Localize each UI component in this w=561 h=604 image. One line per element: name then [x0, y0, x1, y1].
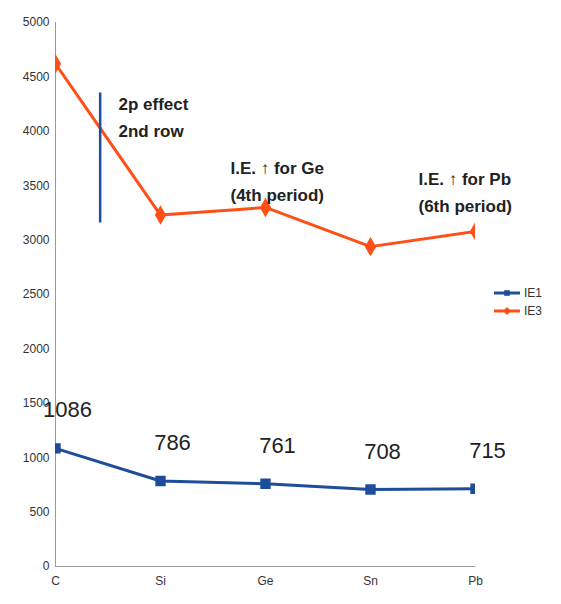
svg-text:0: 0: [43, 559, 50, 573]
svg-text:Sn: Sn: [363, 574, 378, 588]
svg-text:715: 715: [469, 438, 506, 463]
svg-text:2500: 2500: [23, 287, 50, 301]
svg-text:C: C: [51, 574, 60, 588]
svg-text:5000: 5000: [23, 15, 50, 29]
svg-text:I.E. ↑ for Ge(4th period): I.E. ↑ for Ge(4th period): [231, 159, 325, 205]
svg-text:3500: 3500: [23, 179, 50, 193]
svg-text:Pb: Pb: [468, 574, 483, 588]
svg-text:786: 786: [154, 430, 191, 455]
html-text:IE1: IE1: [524, 286, 542, 300]
svg-text:3000: 3000: [23, 233, 50, 247]
svg-text:761: 761: [259, 433, 296, 458]
svg-text:2p effect2nd row: 2p effect2nd row: [119, 95, 189, 141]
svg-text:2000: 2000: [23, 342, 50, 356]
html-text:IE3: IE3: [524, 304, 542, 318]
svg-text:4500: 4500: [23, 70, 50, 84]
svg-text:4000: 4000: [23, 124, 50, 138]
svg-text:I.E. ↑ for Pb(6th period): I.E. ↑ for Pb(6th period): [419, 170, 513, 216]
svg-text:1086: 1086: [43, 397, 92, 422]
svg-text:Si: Si: [155, 574, 166, 588]
svg-text:708: 708: [364, 439, 401, 464]
svg-text:1000: 1000: [23, 451, 50, 465]
svg-text:Ge: Ge: [257, 574, 273, 588]
svg-text:1500: 1500: [22, 396, 50, 411]
svg-text:500: 500: [29, 505, 49, 519]
